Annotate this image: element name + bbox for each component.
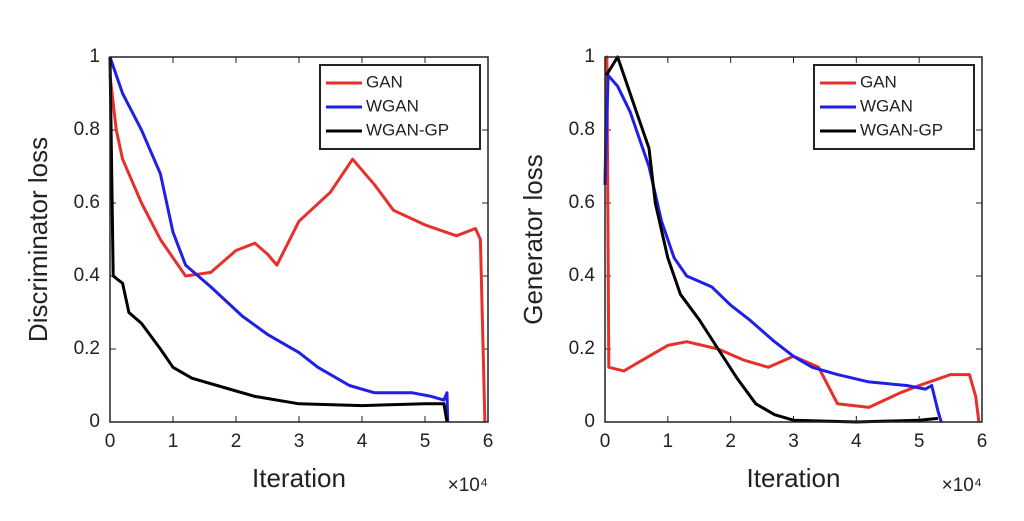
- x-tick-label: 3: [788, 431, 799, 452]
- y-tick-label: 0.8: [74, 119, 100, 140]
- y-tick-label: 0.2: [569, 338, 595, 359]
- x-tick-label: 3: [294, 431, 305, 452]
- x-tick-label: 1: [663, 431, 674, 452]
- subplot: 0 1 2 3 4 5 6 0 0.2 0.4 0.6 0.8 1 Iteration ×10⁴ Genera…: [518, 46, 987, 496]
- legend-label: WGAN: [860, 96, 913, 115]
- x-axis-label: Iteration: [252, 463, 346, 493]
- x-tick-label: 2: [231, 431, 242, 452]
- y-tick-label: 0: [584, 411, 595, 432]
- x-tick-label: 5: [420, 431, 431, 452]
- y-tick-label: 0.8: [569, 119, 595, 140]
- y-axis-label: Generator loss: [518, 154, 548, 325]
- y-tick-label: 0: [89, 411, 100, 432]
- legend-label: WGAN-GP: [366, 120, 449, 139]
- legend-label: WGAN: [366, 96, 419, 115]
- x-axis-label: Iteration: [747, 463, 841, 493]
- y-axis-label: Discriminator loss: [23, 137, 53, 342]
- y-tick-label: 0.6: [569, 192, 595, 213]
- series-line: [108, 75, 487, 423]
- series-line: [108, 56, 450, 423]
- legend-label: GAN: [860, 72, 897, 91]
- x-tick-label: 2: [725, 431, 736, 452]
- subplot: 0 1 2 3 4 5 6 0 0.2 0.4 0.6 0.8 1 Iteration ×10⁴ Discri…: [23, 46, 493, 496]
- series-line: [605, 55, 939, 424]
- x-tick-label: 4: [357, 431, 368, 452]
- axes-frame: [109, 56, 489, 423]
- series-line: [108, 56, 449, 423]
- legend: GAN WGAN WGAN-GP: [813, 64, 975, 150]
- x-tick-label: 4: [851, 431, 862, 452]
- legend-label: WGAN-GP: [860, 120, 943, 139]
- axes-frame: [604, 56, 983, 423]
- legend: GAN WGAN WGAN-GP: [319, 64, 481, 150]
- y-tick-label: 0.6: [74, 192, 100, 213]
- x-tick-label: 6: [977, 431, 988, 452]
- x-multiplier: ×10⁴: [942, 475, 982, 496]
- y-tick-label: 1: [89, 46, 100, 67]
- y-tick-label: 0.4: [569, 265, 596, 286]
- series-line: [603, 73, 943, 423]
- legend-label: GAN: [366, 72, 403, 91]
- x-tick-label: 5: [914, 431, 925, 452]
- x-tick-label: 0: [600, 431, 611, 452]
- x-multiplier: ×10⁴: [448, 475, 488, 496]
- x-tick-label: 0: [105, 431, 116, 452]
- series-line: [603, 55, 981, 423]
- x-tick-label: 6: [483, 431, 494, 452]
- y-tick-label: 0.4: [74, 265, 101, 286]
- x-tick-label: 1: [168, 431, 179, 452]
- y-tick-label: 0.2: [74, 338, 100, 359]
- y-tick-label: 1: [584, 46, 595, 67]
